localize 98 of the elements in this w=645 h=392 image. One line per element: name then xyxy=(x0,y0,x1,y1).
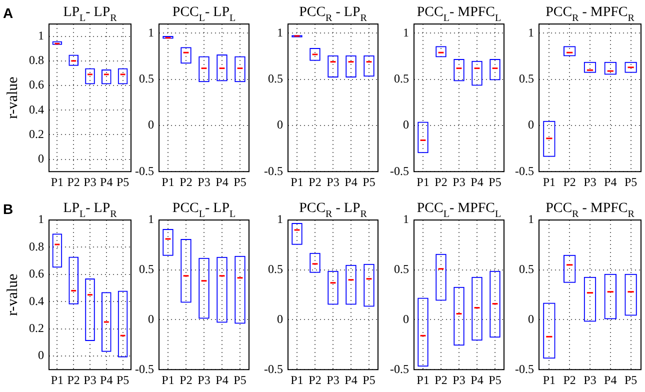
x-tick-label: P2 xyxy=(563,174,576,189)
x-tick-label: P1 xyxy=(290,372,304,387)
x-tick-label: P4 xyxy=(604,174,617,189)
x-tick-label: P2 xyxy=(308,174,322,189)
x-tick-label: P2 xyxy=(434,372,448,387)
y-tick-label: -0.5 xyxy=(514,164,534,178)
y-tick-label: -0.5 xyxy=(514,362,534,376)
x-tick-label: P3 xyxy=(84,174,96,189)
x-tick-label: P5 xyxy=(116,174,130,189)
y-tick-label: 0.5 xyxy=(518,262,534,276)
y-tick-label: 0 xyxy=(402,312,409,326)
x-tick-label: P2 xyxy=(180,372,192,387)
x-tick-label: P4 xyxy=(470,174,484,189)
y-tick-label: 0 xyxy=(528,118,534,132)
x-tick-label: P3 xyxy=(584,174,596,189)
y-tick-label: 1 xyxy=(528,212,534,226)
x-tick-label: P3 xyxy=(326,372,340,387)
x-tick-label: P1 xyxy=(50,174,64,189)
y-tick-label: -0.5 xyxy=(390,362,409,376)
y-tick-label: 0.5 xyxy=(268,72,283,86)
x-tick-label: P5 xyxy=(488,372,502,387)
x-tick-label: P5 xyxy=(116,372,130,387)
x-tick-label: P4 xyxy=(344,174,358,189)
y-tick-label: 0.2 xyxy=(29,320,44,335)
y-tick-label: -0.5 xyxy=(134,362,154,376)
x-tick-label: P3 xyxy=(84,372,96,387)
x-tick-label: P2 xyxy=(308,372,322,387)
text: A xyxy=(3,5,14,21)
x-tick-label: P4 xyxy=(470,372,484,387)
y-tick-label: 1 xyxy=(276,25,283,40)
y-tick-label: 1 xyxy=(402,212,409,226)
y-tick-label: -0.5 xyxy=(264,164,283,178)
x-tick-label: P1 xyxy=(50,372,64,387)
x-tick-label: P1 xyxy=(416,372,430,387)
y-tick-label: 0.4 xyxy=(29,294,44,308)
x-tick-label: P3 xyxy=(198,174,210,189)
y-tick-label: 0 xyxy=(38,151,44,166)
x-tick-label: P1 xyxy=(542,372,556,387)
y-tick-label: 0 xyxy=(148,118,154,132)
x-tick-label: P3 xyxy=(452,372,466,387)
y-tick-label: 1 xyxy=(148,212,154,226)
x-tick-label: P3 xyxy=(198,372,210,387)
y-tick-label: -0.5 xyxy=(390,164,409,178)
x-tick-label: P1 xyxy=(162,372,174,387)
y-tick-label: 0 xyxy=(38,348,44,362)
y-tick-label: 1 xyxy=(38,212,44,226)
x-tick-label: P5 xyxy=(488,174,502,189)
y-tick-label: 0 xyxy=(148,312,154,326)
x-tick-label: P4 xyxy=(604,372,617,387)
x-tick-label: P5 xyxy=(362,372,376,387)
y-tick-label: 0.5 xyxy=(268,262,283,276)
x-tick-label: P3 xyxy=(452,174,466,189)
x-tick-label: P2 xyxy=(434,174,448,189)
y-tick-label: -0.5 xyxy=(134,164,154,178)
x-tick-label: P4 xyxy=(100,174,113,189)
y-tick-label: 0.8 xyxy=(29,239,44,254)
x-tick-label: P5 xyxy=(624,174,638,189)
y-tick-label: 0.5 xyxy=(138,72,154,86)
x-tick-label: P1 xyxy=(542,174,556,189)
y-tick-label: 0 xyxy=(528,312,534,326)
y-tick-label: 0 xyxy=(402,118,409,132)
x-tick-label: P5 xyxy=(234,174,246,189)
y-tick-label: 0.6 xyxy=(29,266,44,281)
y-tick-label: 0.5 xyxy=(138,262,154,276)
y-tick-label: 0.8 xyxy=(29,53,44,68)
x-tick-label: P4 xyxy=(216,372,228,387)
y-tick-label: 1 xyxy=(148,25,154,40)
y-tick-label: 1 xyxy=(38,28,44,42)
y-tick-label: -0.5 xyxy=(264,362,283,376)
x-tick-label: P4 xyxy=(100,372,113,387)
x-tick-label: P2 xyxy=(180,174,192,189)
x-tick-label: P4 xyxy=(216,174,228,189)
y-axis-title: r-value xyxy=(4,76,21,119)
y-tick-label: 0.4 xyxy=(29,102,44,116)
x-tick-label: P5 xyxy=(624,372,638,387)
y-tick-label: 0 xyxy=(276,118,283,132)
x-tick-label: P1 xyxy=(416,174,430,189)
y-tick-label: 0.5 xyxy=(394,72,409,86)
x-tick-label: P2 xyxy=(563,372,576,387)
y-tick-label: 1 xyxy=(528,25,534,40)
text: B xyxy=(3,201,14,217)
x-tick-label: P4 xyxy=(344,372,358,387)
y-tick-label: 0.5 xyxy=(518,72,534,86)
x-tick-label: P1 xyxy=(162,174,174,189)
y-tick-label: 0 xyxy=(276,312,283,326)
x-tick-label: P2 xyxy=(67,174,80,189)
y-tick-label: 0.6 xyxy=(29,78,44,92)
x-tick-label: P5 xyxy=(362,174,376,189)
x-tick-label: P2 xyxy=(67,372,80,387)
y-tick-label: 0.5 xyxy=(394,262,409,276)
x-tick-label: P3 xyxy=(326,174,340,189)
x-tick-label: P5 xyxy=(234,372,246,387)
x-tick-label: P3 xyxy=(584,372,596,387)
y-tick-label: 1 xyxy=(276,212,283,226)
y-tick-label: 1 xyxy=(402,25,409,40)
y-axis-title: r-value xyxy=(4,273,21,316)
y-tick-label: 0.2 xyxy=(29,126,44,141)
x-tick-label: P1 xyxy=(290,174,304,189)
